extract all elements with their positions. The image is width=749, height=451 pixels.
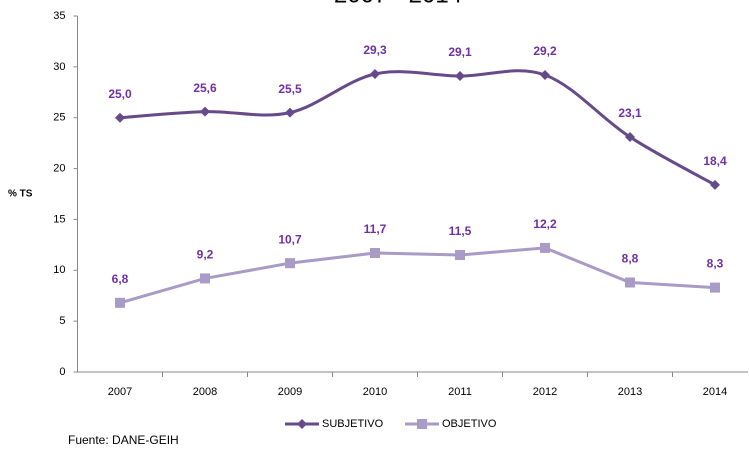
source-note: Fuente: DANE-GEIH [68,433,179,447]
y-axis-label: % TS [8,189,33,200]
value-label: 8,3 [707,257,724,271]
value-label: 12,2 [533,217,557,231]
point [285,258,295,269]
y-tick-label: 25 [53,112,65,124]
point [540,69,550,80]
point [710,179,720,190]
legend-marker [417,419,427,429]
legend-label: SUBJETIVO [322,418,384,430]
point [200,273,210,284]
legend-label: OBJETIVO [442,418,497,430]
point [115,297,125,308]
x-tick-label: 2014 [703,386,727,398]
point [370,68,380,79]
value-label: 23,1 [618,106,642,120]
x-tick-label: 2012 [533,386,557,398]
value-label: 29,2 [533,44,557,58]
legend-marker [297,419,307,429]
series-line [119,246,716,305]
x-tick-label: 2007 [108,386,132,398]
x-tick-label: 2009 [278,386,302,398]
y-tick-label: 0 [59,366,65,378]
point [200,106,210,117]
y-tick-label: 15 [53,213,65,225]
value-label: 25,5 [278,82,302,96]
point [625,277,635,288]
value-label: 10,7 [278,232,302,246]
value-label: 11,7 [364,222,387,236]
value-label: 18,4 [703,154,727,168]
series-line [119,69,716,187]
x-tick-label: 2013 [618,386,642,398]
chart-title: 2007 - 2014 [334,0,462,8]
y-tick-label: 20 [53,162,65,174]
y-tick-label: 30 [53,61,65,73]
point [455,71,465,82]
value-label: 29,3 [363,43,387,57]
point [455,250,465,261]
point [625,132,635,143]
value-label: 8,8 [622,252,639,266]
value-label: 9,2 [197,248,214,262]
point [540,242,550,253]
point [115,112,125,123]
y-tick-label: 10 [53,264,65,276]
value-label: 25,0 [108,87,132,101]
value-label: 6,8 [112,272,129,286]
value-label: 29,1 [448,45,472,59]
point [710,282,720,293]
value-label: 25,6 [193,81,217,95]
y-tick-label: 5 [59,315,65,327]
x-tick-label: 2010 [363,386,387,398]
point [370,247,380,258]
y-tick-label: 35 [53,10,65,22]
value-label: 11,5 [449,224,472,238]
x-tick-label: 2008 [193,386,217,398]
point [285,107,295,118]
x-tick-label: 2011 [448,386,472,398]
